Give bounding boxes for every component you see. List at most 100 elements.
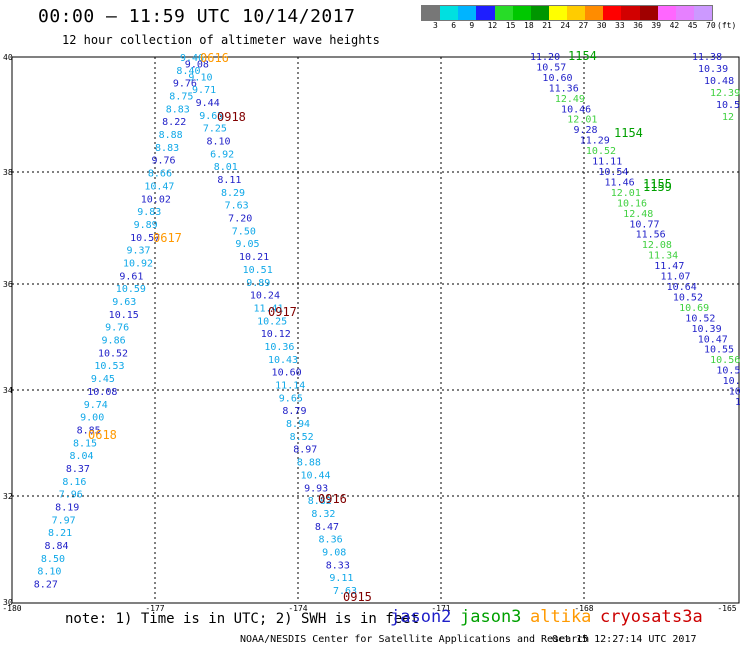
swh-value: 9.08 — [322, 547, 346, 558]
pass-label: 1154 — [568, 49, 597, 63]
color-swatch — [657, 6, 676, 20]
swh-value: 8.88 — [159, 130, 183, 141]
swh-value: 7.97 — [52, 515, 76, 526]
lat-tick-label: 32 — [3, 492, 13, 501]
note-text: note: 1) Time is in UTC; 2) SWH is in fe… — [65, 611, 420, 627]
swh-value: 8.47 — [315, 522, 339, 533]
swh-value-right: 10.77 — [629, 219, 659, 230]
pass-label: 0618 — [88, 428, 117, 442]
swh-value: 8.29 — [221, 188, 245, 199]
swh-value-right: 10.57 — [716, 366, 740, 377]
page-subtitle: 12 hour collection of altimeter wave hei… — [62, 33, 380, 47]
color-swatch — [422, 6, 441, 20]
swh-value-right: 10.64 — [667, 282, 697, 293]
swh-value-right: 12.01 — [611, 188, 641, 199]
swh-value: 9.65 — [279, 393, 303, 404]
swh-value: 9.05 — [235, 239, 259, 250]
swh-value: 9.61 — [119, 271, 143, 282]
swh-value-far: 10.48 — [704, 76, 734, 87]
pass-label: 0616 — [200, 51, 229, 65]
swh-value: 9.37 — [127, 246, 151, 257]
swh-value: 7.20 — [228, 214, 252, 225]
swh-value-right: 10.52 — [673, 292, 703, 303]
swh-value: 8.84 — [44, 541, 68, 552]
color-swatch — [440, 6, 459, 20]
swh-value: 8.52 — [290, 432, 314, 443]
swh-value: 9.45 — [91, 374, 115, 385]
swh-value: 8.33 — [326, 560, 350, 571]
color-scale-unit: (ft) — [717, 21, 737, 30]
swh-value-right: 10.52 — [586, 146, 616, 157]
swh-value: 8.36 — [319, 535, 343, 546]
color-scale-label: 18 — [524, 21, 534, 30]
pass-label: 0915 — [343, 590, 372, 604]
color-scale-label: 3 — [433, 21, 438, 30]
swh-value: 10.12 — [261, 329, 291, 340]
swh-value-right: 10.54 — [598, 167, 628, 178]
color-scale-label: 30 — [596, 21, 607, 30]
swh-value: 10.43 — [268, 355, 298, 366]
swh-value-right: 10.60 — [542, 73, 572, 84]
swh-value-right: 10.73 — [723, 376, 740, 387]
swh-value-right: 11.07 — [660, 272, 690, 283]
swh-value: 8.04 — [69, 451, 93, 462]
swh-value: 8.27 — [34, 580, 58, 591]
swh-value: 9.93 — [304, 483, 328, 494]
footer-timestamp: Oct 15 12:27:14 UTC 2017 — [552, 634, 697, 645]
lon-tick-label: -168 — [574, 604, 593, 613]
swh-value: 10.02 — [141, 194, 171, 205]
swh-value: 10.24 — [250, 291, 280, 302]
swh-value-right: 11.47 — [654, 261, 684, 272]
swh-value-right: 10.16 — [617, 198, 647, 209]
swh-value-far: 12.39 — [710, 88, 740, 99]
swh-value: 9.08 — [185, 59, 209, 70]
swh-value: 7.50 — [232, 226, 256, 237]
page-title: 00:00 – 11:59 UTC 10/14/2017 — [38, 6, 356, 27]
pass-label: 0917 — [268, 305, 297, 319]
pass-label: 0617 — [153, 231, 182, 245]
swh-value: 9.63 — [112, 297, 136, 308]
swh-value: 7.25 — [203, 124, 227, 135]
swh-value-right: 12.08 — [642, 240, 672, 251]
color-scale-label: 70 — [706, 21, 716, 30]
swh-value-right: 10.40 — [729, 387, 740, 398]
color-swatch — [603, 6, 622, 20]
color-scale-label: 42 — [669, 21, 680, 30]
swh-value: 8.10 — [206, 136, 230, 147]
swh-value: 8.83 — [155, 143, 179, 154]
swh-value: 9.74 — [84, 400, 108, 411]
swh-value-right: 9.28 — [573, 125, 597, 136]
lon-tick-label: -171 — [431, 604, 450, 613]
swh-value: 7.63 — [225, 201, 249, 212]
color-swatch — [548, 6, 567, 20]
swh-value: 9.89 — [134, 220, 158, 231]
swh-value: 9.00 — [80, 413, 104, 424]
color-scale-label: 33 — [615, 21, 625, 30]
swh-value: 9.76 — [151, 156, 175, 167]
swh-value: 9.76 — [173, 79, 197, 90]
swh-value: 8.79 — [282, 406, 306, 417]
swh-value-right: 11.11 — [592, 157, 622, 168]
color-scale-label: 6 — [451, 21, 457, 30]
pass-label: 0916 — [318, 492, 347, 506]
swh-value: 9.44 — [196, 98, 220, 109]
color-swatch — [458, 6, 477, 20]
swh-value-right: 10.39 — [692, 324, 722, 335]
swh-value: 10.47 — [144, 181, 174, 192]
satellite-label-jason2: jason2 — [390, 607, 452, 627]
color-scale-label: 24 — [560, 21, 571, 30]
swh-value: 8.50 — [41, 554, 65, 565]
lon-tick-label: -174 — [288, 604, 307, 613]
swh-value-right: 12.49 — [555, 94, 585, 105]
swh-value: 9.46 — [180, 53, 204, 64]
swh-value: 8.22 — [162, 117, 186, 128]
swh-value-right: 10.46 — [561, 104, 591, 115]
swh-value: 10.92 — [123, 258, 153, 269]
swh-value-right: 11.56 — [636, 230, 666, 241]
swh-value: 10.21 — [239, 252, 269, 263]
color-swatch — [693, 6, 712, 20]
swh-value: 10.36 — [264, 342, 294, 353]
swh-value: 8.16 — [62, 477, 86, 488]
satellite-label-jason3: jason3 — [460, 607, 522, 627]
